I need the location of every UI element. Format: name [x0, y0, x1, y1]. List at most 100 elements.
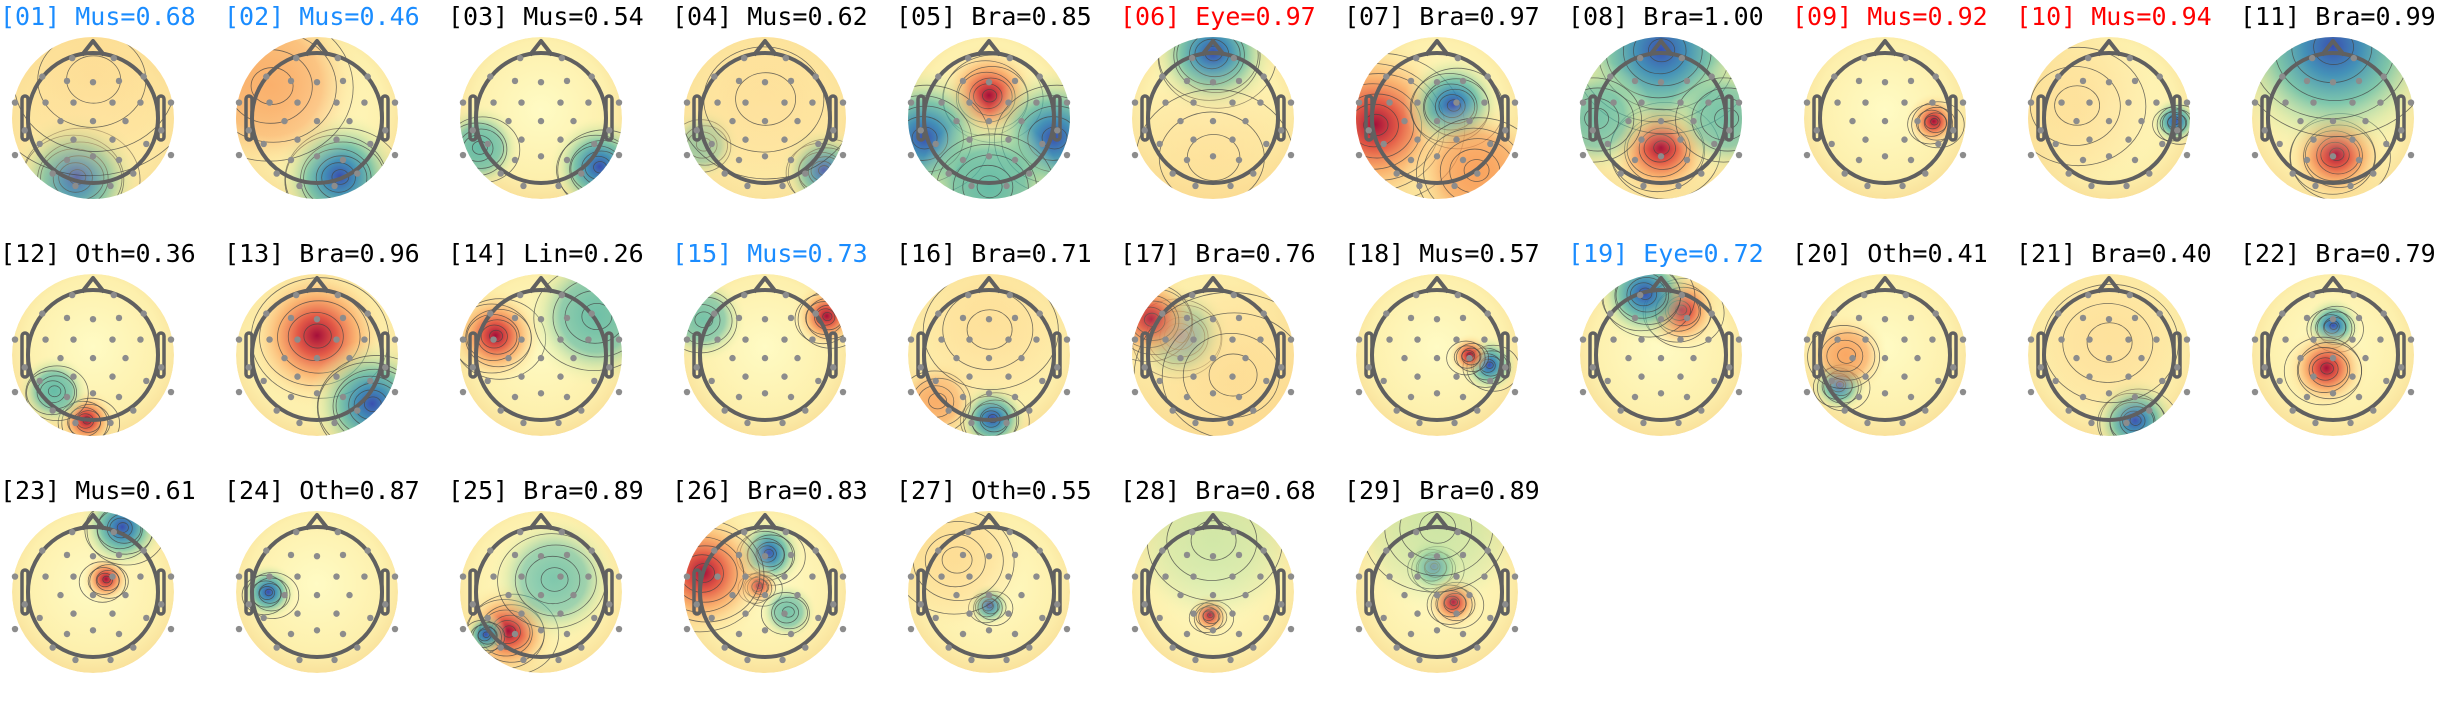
- electrode-dot: [2183, 99, 2191, 106]
- electrode-dot: [39, 310, 46, 317]
- electrode-dot: [761, 117, 769, 125]
- electrode-dot: [2079, 314, 2087, 322]
- electrode-dot: [938, 573, 945, 580]
- electrode-dot: [1914, 354, 1921, 362]
- electrode-dot: [741, 54, 748, 62]
- electrode-dot: [1063, 573, 1071, 580]
- electrode-dot: [1451, 419, 1458, 427]
- electrode-dot: [1683, 314, 1691, 322]
- left-ear-icon: [20, 568, 30, 616]
- nose-icon: [752, 513, 778, 531]
- electrode-dot: [1141, 364, 1148, 371]
- electrode-dot: [1011, 630, 1019, 638]
- electrode-dot: [615, 99, 623, 106]
- electrode-dot: [1229, 136, 1236, 143]
- electrode-dot: [1177, 354, 1184, 362]
- contour-line: [2252, 37, 2414, 138]
- electrode-dot: [1625, 117, 1632, 125]
- electrode-dot: [1011, 551, 1019, 559]
- electrode-dot: [1414, 336, 1421, 343]
- electrode-dot: [1631, 156, 1639, 164]
- component-label: [01] Mus=0.68: [0, 2, 196, 31]
- electrode-dot: [459, 99, 467, 106]
- electrode-dot: [935, 310, 942, 317]
- component-10: [10] Mus=0.94: [2016, 0, 2240, 236]
- electrode-dot: [2052, 140, 2059, 148]
- head-outline: [692, 276, 838, 422]
- contour-line: [976, 175, 1003, 199]
- electrode-dot: [1287, 336, 1295, 343]
- contour-line: [1208, 353, 1258, 397]
- nose-icon: [2096, 39, 2122, 57]
- electrode-dot: [1230, 528, 1237, 536]
- electrode-dot: [339, 314, 347, 322]
- electrode-dot: [1227, 656, 1234, 664]
- electrode-dot: [1260, 547, 1267, 554]
- electrode-dot: [1183, 551, 1191, 559]
- electrode-dot: [2037, 364, 2044, 371]
- component-20: [20] Oth=0.41: [1792, 237, 2016, 473]
- electrode-dot: [953, 117, 960, 125]
- electrode-dot: [334, 54, 341, 62]
- electrode-dot: [1862, 99, 1869, 106]
- electrode-dot: [2105, 315, 2113, 323]
- electrode-dot: [459, 573, 467, 580]
- component-label: [13] Bra=0.96: [224, 239, 420, 268]
- electrode-dot: [1617, 407, 1624, 414]
- electrode-dot: [2156, 73, 2163, 80]
- electrodes: [459, 54, 623, 190]
- electrode-dot: [1190, 373, 1197, 380]
- nose-icon: [1648, 276, 1674, 294]
- electrode-dot: [235, 151, 243, 159]
- electrode-dot: [505, 117, 512, 125]
- electrode-dot: [708, 377, 715, 385]
- contour-line: [264, 588, 274, 597]
- electrodes: [235, 528, 399, 664]
- contour-line: [1399, 511, 1473, 560]
- electrode-dot: [693, 364, 700, 371]
- electrode-dot: [1831, 310, 1838, 317]
- electrode-dot: [1287, 625, 1295, 633]
- electrode-dot: [2309, 54, 2316, 62]
- electrode-dot: [490, 573, 497, 580]
- electrode-dot: [1011, 393, 1019, 401]
- electrode-dot: [287, 551, 295, 559]
- electrode-dot: [1393, 407, 1400, 414]
- electrode-dot: [693, 127, 700, 134]
- electrode-dot: [2407, 388, 2415, 396]
- electrodes: [1131, 291, 1295, 427]
- electrode-dot: [1484, 73, 1491, 80]
- electrode-dot: [1855, 77, 1863, 85]
- electrode-dot: [1250, 644, 1257, 651]
- electrode-dot: [1511, 151, 1519, 159]
- electrode-dot: [959, 551, 967, 559]
- electrode-dot: [2261, 127, 2268, 134]
- component-29: [29] Bra=0.89: [1344, 474, 1568, 710]
- electrode-dot: [21, 364, 28, 371]
- electrode-dot: [1235, 393, 1243, 401]
- contour-line: [1416, 117, 1518, 199]
- electrode-dot: [1959, 336, 1967, 343]
- right-ear-icon: [1052, 94, 1062, 142]
- right-ear-icon: [1724, 331, 1734, 379]
- left-ear-icon: [692, 94, 702, 142]
- electrode-dot: [517, 54, 524, 62]
- contour-line: [2028, 46, 2147, 167]
- electrode-dot: [2159, 140, 2166, 148]
- electrodes: [1355, 528, 1519, 664]
- electrode-dot: [729, 354, 736, 362]
- electrode-dot: [334, 528, 341, 536]
- electrode-dot: [1230, 54, 1237, 62]
- negative-extremum: [759, 582, 817, 641]
- electrode-dot: [1481, 99, 1488, 106]
- electrode-dot: [1033, 99, 1040, 106]
- electrodes: [1355, 54, 1519, 190]
- electrode-dot: [585, 573, 592, 580]
- electrode-dot: [1386, 336, 1393, 343]
- left-ear-icon: [244, 94, 254, 142]
- electrode-dot: [1183, 314, 1191, 322]
- electrode-dot: [558, 291, 565, 299]
- electrode-dot: [965, 291, 972, 299]
- electrode-dot: [1803, 336, 1811, 343]
- component-label: [18] Mus=0.57: [1344, 239, 1540, 268]
